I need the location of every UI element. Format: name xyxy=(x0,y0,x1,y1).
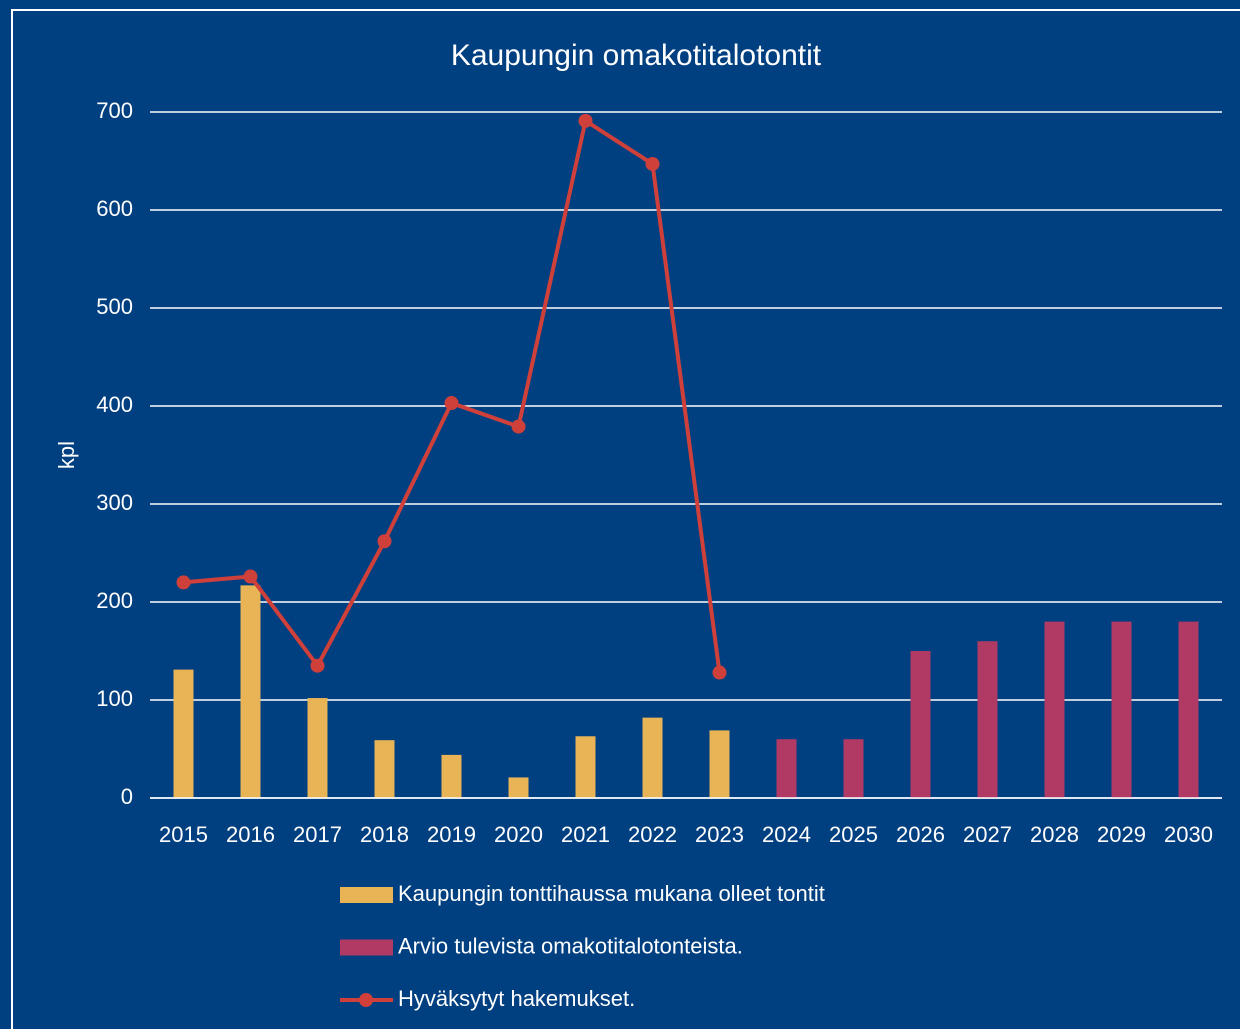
y-tick-label: 500 xyxy=(96,294,133,319)
line-point xyxy=(444,396,459,411)
line-point xyxy=(243,569,258,584)
y-tick-label: 200 xyxy=(96,588,133,613)
bar xyxy=(307,698,328,798)
bar xyxy=(508,777,529,798)
bar xyxy=(642,717,663,798)
legend-swatch xyxy=(340,887,393,903)
x-tick-label: 2024 xyxy=(762,822,811,847)
bar xyxy=(1178,621,1199,798)
x-tick-label: 2026 xyxy=(896,822,945,847)
y-tick-label: 600 xyxy=(96,196,133,221)
y-tick-label: 300 xyxy=(96,490,133,515)
y-tick-label: 700 xyxy=(96,98,133,123)
y-axis-label: kpl xyxy=(54,441,79,469)
x-tick-label: 2029 xyxy=(1097,822,1146,847)
line-point xyxy=(511,419,526,434)
line-point xyxy=(310,658,325,673)
x-tick-label: 2021 xyxy=(561,822,610,847)
bar xyxy=(441,754,462,798)
line-point xyxy=(377,534,392,549)
x-tick-label: 2017 xyxy=(293,822,342,847)
legend-label: Hyväksytyt hakemukset. xyxy=(398,986,635,1011)
y-tick-label: 0 xyxy=(121,784,133,809)
bar xyxy=(575,736,596,798)
x-tick-label: 2030 xyxy=(1164,822,1213,847)
legend-swatch xyxy=(340,939,393,956)
line-point xyxy=(645,156,660,171)
chart-border xyxy=(11,9,1240,1029)
x-tick-label: 2025 xyxy=(829,822,878,847)
bar xyxy=(240,585,261,798)
legend-label: Kaupungin tonttihaussa mukana olleet ton… xyxy=(398,881,825,906)
line-point xyxy=(176,575,191,590)
bar xyxy=(173,669,194,798)
bar xyxy=(1044,621,1065,798)
bar xyxy=(776,739,797,798)
line-point xyxy=(578,113,593,128)
bar xyxy=(709,730,730,798)
x-tick-label: 2022 xyxy=(628,822,677,847)
legend-label: Arvio tulevista omakotitalotonteista. xyxy=(398,933,743,958)
x-tick-label: 2027 xyxy=(963,822,1012,847)
x-tick-label: 2023 xyxy=(695,822,744,847)
bar xyxy=(910,651,931,798)
legend-swatch-point xyxy=(359,993,373,1007)
bar xyxy=(374,740,395,798)
bar xyxy=(843,739,864,798)
bar xyxy=(977,641,998,798)
x-tick-label: 2016 xyxy=(226,822,275,847)
y-tick-label: 400 xyxy=(96,392,133,417)
chart-title: Kaupungin omakotitalotontit xyxy=(451,39,822,72)
x-tick-label: 2019 xyxy=(427,822,476,847)
x-tick-label: 2018 xyxy=(360,822,409,847)
bar xyxy=(1111,621,1132,798)
x-tick-label: 2028 xyxy=(1030,822,1079,847)
x-tick-label: 2020 xyxy=(494,822,543,847)
line-point xyxy=(712,665,727,680)
y-tick-label: 100 xyxy=(96,686,133,711)
x-tick-label: 2015 xyxy=(159,822,208,847)
